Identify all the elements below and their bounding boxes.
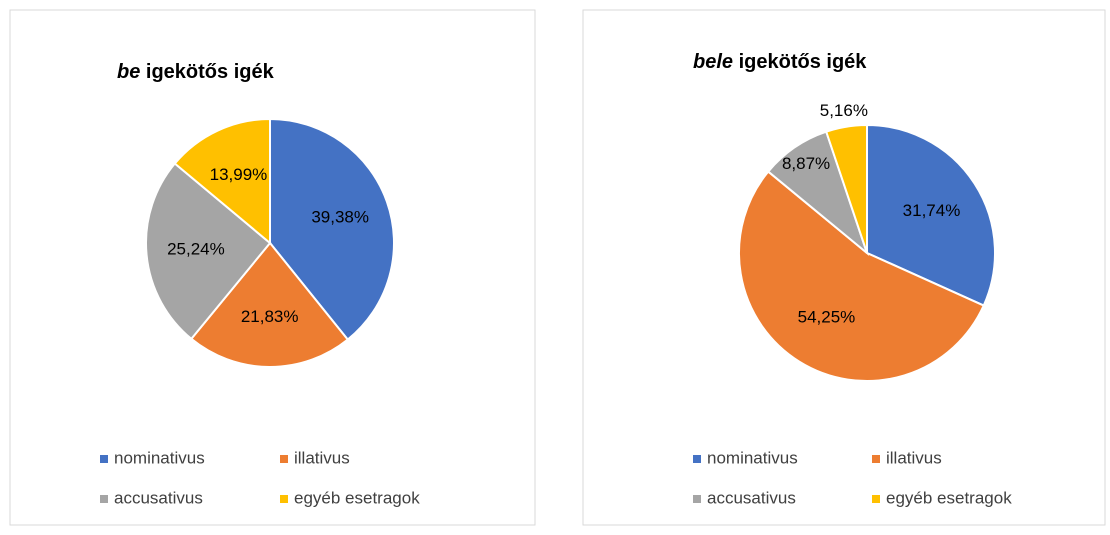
legend-swatch: [872, 495, 880, 503]
chart-title-emphasis: be: [117, 61, 140, 83]
legend-label: nominativus: [707, 448, 798, 467]
pie-slice: [824, 123, 868, 254]
data-label: 8,87%: [782, 154, 830, 173]
legend-swatch: [872, 455, 880, 463]
pie-slice: [866, 123, 996, 307]
chart-title-emphasis: bele: [693, 51, 733, 73]
pie-slice: [738, 170, 986, 382]
chart-title: be igekötős igék: [117, 61, 275, 83]
chart-title-text: igekötős igék: [739, 51, 868, 73]
legend-swatch: [693, 495, 701, 503]
data-label: 13,99%: [210, 165, 268, 184]
legend-label: egyéb esetragok: [886, 488, 1012, 507]
legend-label: illativus: [886, 448, 942, 467]
data-label: 54,25%: [798, 308, 856, 327]
data-label: 21,83%: [241, 307, 299, 326]
legend-swatch: [280, 455, 288, 463]
chart-title-text: igekötős igék: [146, 61, 275, 83]
legend-label: nominativus: [114, 448, 205, 467]
pie-slice: [189, 241, 350, 368]
data-label: 31,74%: [903, 201, 961, 220]
legend-label: accusativus: [114, 488, 203, 507]
data-label: 39,38%: [311, 208, 369, 227]
pie-slice: [269, 117, 395, 341]
legend-label: illativus: [294, 448, 350, 467]
legend-swatch: [693, 455, 701, 463]
chart-title: bele igekötős igék: [693, 51, 867, 73]
legend-label: accusativus: [707, 488, 796, 507]
legend-swatch: [280, 495, 288, 503]
legend-swatch: [100, 455, 108, 463]
legend-swatch: [100, 495, 108, 503]
legend-label: egyéb esetragok: [294, 488, 420, 507]
data-label: 25,24%: [167, 239, 225, 258]
pie-slice: [145, 162, 272, 341]
pie-slice: [173, 117, 271, 246]
data-label: 5,16%: [820, 101, 868, 120]
